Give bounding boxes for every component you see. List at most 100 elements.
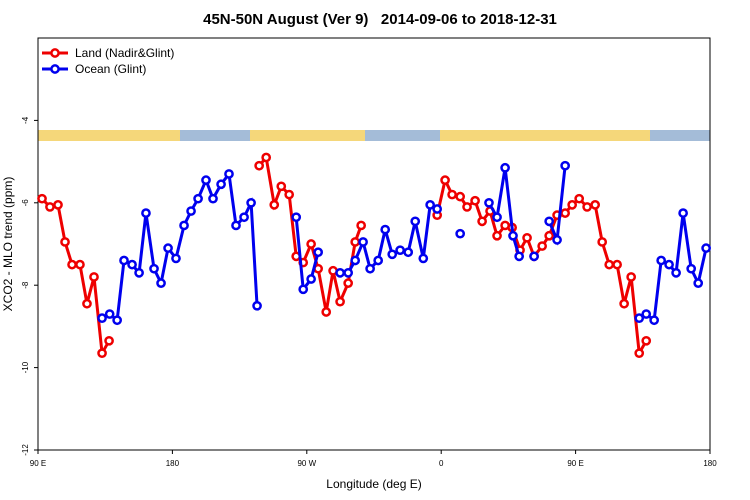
- data-point: [552, 235, 562, 245]
- legend-marker: [50, 48, 60, 58]
- data-point: [224, 169, 234, 179]
- data-point: [492, 230, 502, 241]
- data-point: [597, 237, 608, 247]
- data-point: [544, 230, 555, 241]
- data-point: [156, 278, 166, 288]
- data-point: [678, 208, 688, 218]
- data-point: [418, 253, 429, 264]
- data-point: [641, 335, 652, 346]
- y-tick-label: -4: [21, 116, 30, 124]
- data-point: [261, 152, 272, 163]
- data-point: [634, 348, 645, 359]
- data-point: [127, 259, 137, 270]
- y-tick-label: -10: [21, 361, 30, 373]
- data-point: [97, 313, 107, 324]
- data-point: [380, 224, 391, 235]
- data-point: [350, 255, 361, 266]
- data-point: [455, 228, 466, 239]
- x-tick-label: 90 W: [297, 459, 316, 468]
- data-point: [560, 160, 570, 171]
- data-point: [664, 259, 674, 270]
- data-point: [604, 259, 615, 270]
- x-tick-label: 90 E: [30, 459, 46, 468]
- data-point: [641, 309, 652, 319]
- data-point: [500, 162, 510, 173]
- data-point: [313, 247, 323, 258]
- data-point: [477, 216, 487, 227]
- data-point: [298, 284, 309, 295]
- y-tick-label: -6: [21, 199, 30, 207]
- data-point: [104, 335, 114, 346]
- y-axis-label: XCO2 - MLO trend (ppm): [1, 177, 15, 312]
- data-point: [141, 208, 151, 218]
- data-point: [590, 200, 601, 210]
- x-tick-label: 90 E: [567, 459, 583, 468]
- data-point: [254, 160, 265, 171]
- data-point: [701, 243, 711, 253]
- data-point: [134, 267, 144, 278]
- data-point: [239, 212, 249, 223]
- data-point: [231, 220, 241, 231]
- data-point: [522, 232, 532, 243]
- data-point: [97, 348, 107, 359]
- data-point: [671, 267, 681, 278]
- x-tick-label: 0: [439, 459, 444, 468]
- data-point: [492, 212, 502, 223]
- x-axis-label: Longitude (deg E): [326, 477, 421, 491]
- data-point: [508, 230, 518, 241]
- x-tick-label: 180: [166, 459, 180, 468]
- data-point: [373, 255, 384, 266]
- data-point: [104, 309, 115, 319]
- data-point: [403, 247, 414, 258]
- x-tick-label: 180: [703, 459, 717, 468]
- data-point: [567, 200, 578, 210]
- y-tick-label: -12: [21, 444, 30, 456]
- data-point: [149, 263, 159, 274]
- data-point: [574, 193, 585, 204]
- data-point: [45, 202, 55, 212]
- data-point: [37, 193, 47, 204]
- data-point: [395, 245, 405, 256]
- data-point: [410, 216, 421, 227]
- data-point: [89, 272, 99, 282]
- data-point: [619, 298, 629, 309]
- data-point: [455, 191, 466, 202]
- data-point: [356, 220, 367, 231]
- data-point: [358, 237, 368, 247]
- legend-marker: [50, 64, 60, 74]
- data-point: [321, 307, 332, 317]
- data-point: [67, 259, 77, 270]
- y-tick-label: -8: [21, 281, 30, 289]
- data-point: [112, 315, 122, 326]
- data-point: [171, 253, 181, 264]
- data-point: [60, 237, 70, 247]
- data-point: [514, 251, 525, 262]
- data-point: [343, 267, 354, 278]
- data-point: [537, 241, 547, 251]
- data-point: [269, 200, 280, 210]
- data-point: [440, 175, 450, 185]
- data-point: [484, 197, 494, 208]
- data-point: [447, 189, 457, 200]
- map-strip: [38, 130, 710, 141]
- data-point: [529, 251, 539, 262]
- data-point: [649, 315, 659, 326]
- data-point: [560, 208, 570, 218]
- data-point: [75, 259, 85, 270]
- data-point: [119, 255, 129, 266]
- data-point: [365, 263, 375, 274]
- data-point: [343, 278, 354, 288]
- data-point: [208, 193, 218, 204]
- data-point: [252, 300, 262, 311]
- data-point: [335, 296, 345, 307]
- chart-title: 45N-50N August (Ver 9) 2014-09-06 to 201…: [203, 11, 557, 28]
- data-point: [53, 200, 63, 210]
- legend-label: Ocean (Glint): [75, 62, 146, 76]
- data-point: [425, 200, 435, 210]
- data-point: [201, 175, 211, 185]
- plot-frame: [37, 37, 711, 451]
- data-point: [193, 193, 203, 204]
- data-point: [306, 239, 316, 249]
- data-point: [462, 202, 472, 212]
